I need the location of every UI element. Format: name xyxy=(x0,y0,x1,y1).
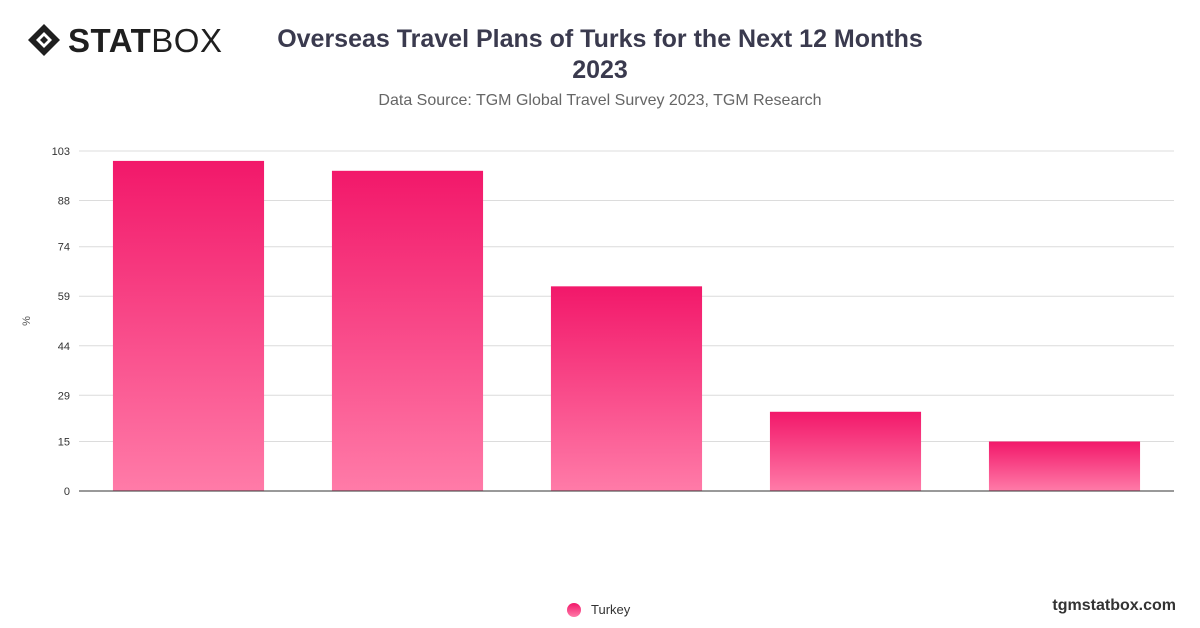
legend-swatch-turkey xyxy=(567,602,581,617)
y-tick-label: 74 xyxy=(58,242,70,254)
bars xyxy=(112,160,1141,492)
chart-title-line1: Overseas Travel Plans of Turks for the N… xyxy=(277,25,923,53)
logo-text-bold: STAT xyxy=(68,21,152,59)
y-tick-label: 0 xyxy=(64,486,70,498)
y-tick-label: 59 xyxy=(58,291,70,303)
bar-2[interactable] xyxy=(331,170,484,491)
bar-1[interactable] xyxy=(112,160,265,492)
diamond-logo-icon xyxy=(28,24,60,56)
y-tick-label: 88 xyxy=(58,196,70,208)
bar-3[interactable] xyxy=(550,286,703,491)
legend-label-turkey: Turkey xyxy=(591,602,631,617)
legend[interactable]: Turkey xyxy=(567,602,630,617)
watermark: tgmstatbox.com xyxy=(1052,597,1176,614)
bar-5[interactable] xyxy=(988,441,1141,491)
logo-text-light: BOX xyxy=(151,21,223,59)
statbox-logo: STATBOX xyxy=(26,22,222,58)
y-axis-ticks: 0 15 29 44 59 74 88 103 xyxy=(52,146,70,498)
y-tick-label: 29 xyxy=(58,390,70,402)
bar-4[interactable] xyxy=(769,411,922,491)
chart-subtitle: Data Source: TGM Global Travel Survey 20… xyxy=(378,92,822,109)
y-axis-label: % xyxy=(21,316,33,326)
logo-text: STATBOX xyxy=(68,24,222,57)
chart-title-line2: 2023 xyxy=(572,56,628,84)
y-tick-label: 103 xyxy=(52,146,70,158)
chart-title: Overseas Travel Plans of Turks for the N… xyxy=(240,24,960,86)
y-tick-label: 15 xyxy=(58,436,70,448)
y-tick-label: 44 xyxy=(58,341,70,353)
